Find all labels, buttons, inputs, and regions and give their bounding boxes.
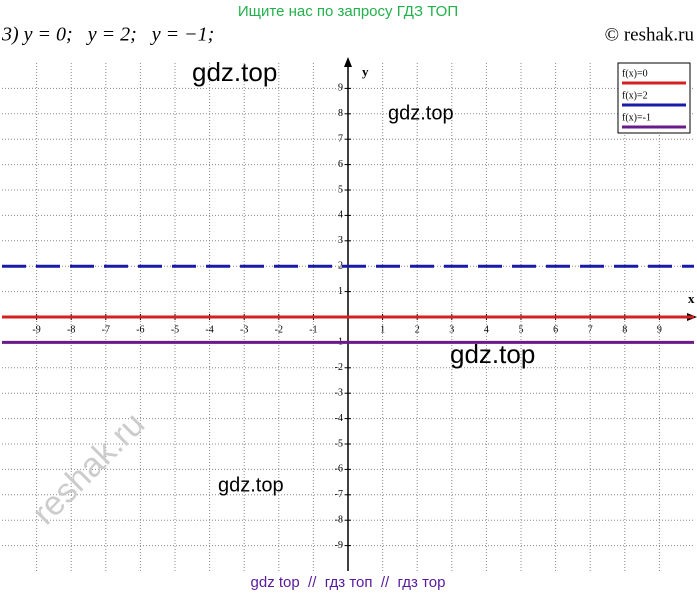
watermark: gdz.top <box>388 102 454 124</box>
plot: -9 -8 -7 -6 -5 -4 -3 -2 -1 1 2 3 4 5 6 7 8 9 -9 -8 -7 -6 -5 -4 -… <box>2 57 697 571</box>
y-tick-label: 4 <box>338 210 343 221</box>
y-axis-label: y <box>362 64 369 79</box>
x-tick-label: -6 <box>136 324 144 335</box>
y-tick-label: 6 <box>338 159 343 170</box>
y-tick-label: 2 <box>338 260 343 271</box>
watermark: gdz.top <box>192 57 277 87</box>
y-tick-label: 1 <box>338 286 343 297</box>
x-tick-label: 9 <box>657 324 662 335</box>
x-tick-label: -4 <box>205 324 213 335</box>
y-tick-label: -9 <box>335 540 343 551</box>
x-tick-label: 8 <box>622 324 627 335</box>
y-tick-label: -5 <box>335 438 343 449</box>
y-tick-label: -2 <box>335 362 343 373</box>
y-tick-label: 7 <box>338 133 343 144</box>
y-arrow <box>344 57 352 67</box>
problem: 3) y = 0; y = 2; y = −1; <box>1 24 214 46</box>
watermark: reshak.ru <box>25 405 152 532</box>
legend-label: f(x)=2 <box>622 90 648 101</box>
x-tick-label: 3 <box>449 324 454 335</box>
y-tick-label: -4 <box>335 413 343 424</box>
copyright: © reshak.ru <box>605 24 695 45</box>
footer: gdz top // гдз топ // гдз тор <box>251 574 446 591</box>
watermark: gdz.top <box>218 474 284 496</box>
legend-label: f(x)=0 <box>622 68 648 79</box>
y-tick-label: -6 <box>335 464 343 475</box>
y-tick-label: 9 <box>338 83 343 94</box>
y-tick-label: -8 <box>335 514 343 525</box>
banner: Ищите нас по запросу ГДЗ ТОП <box>238 3 458 20</box>
y-tick-label: -7 <box>335 489 343 500</box>
x-tick-label: 1 <box>380 324 385 335</box>
x-tick-label: 6 <box>553 324 558 335</box>
y-tick-label: 3 <box>338 235 343 246</box>
x-tick-label: 2 <box>415 324 420 335</box>
x-tick-label: 7 <box>588 324 593 335</box>
x-tick-label: 4 <box>484 324 489 335</box>
x-tick-label: -7 <box>102 324 110 335</box>
legend-label: f(x)=-1 <box>622 112 651 123</box>
x-tick-label: -8 <box>67 324 75 335</box>
y-tick-label: -3 <box>335 387 343 398</box>
x-tick-label: -5 <box>171 324 179 335</box>
x-tick-label: -3 <box>240 324 248 335</box>
y-tick-label: 5 <box>338 184 343 195</box>
legend-box <box>617 62 691 134</box>
x-axis-label: x <box>688 291 695 306</box>
x-tick-label: 5 <box>519 324 524 335</box>
y-tick-label: 8 <box>338 108 343 119</box>
x-tick-label: -9 <box>32 324 40 335</box>
x-tick-label: -2 <box>275 324 283 335</box>
x-tick-label: -1 <box>309 324 317 335</box>
watermark: gdz.top <box>450 339 535 369</box>
